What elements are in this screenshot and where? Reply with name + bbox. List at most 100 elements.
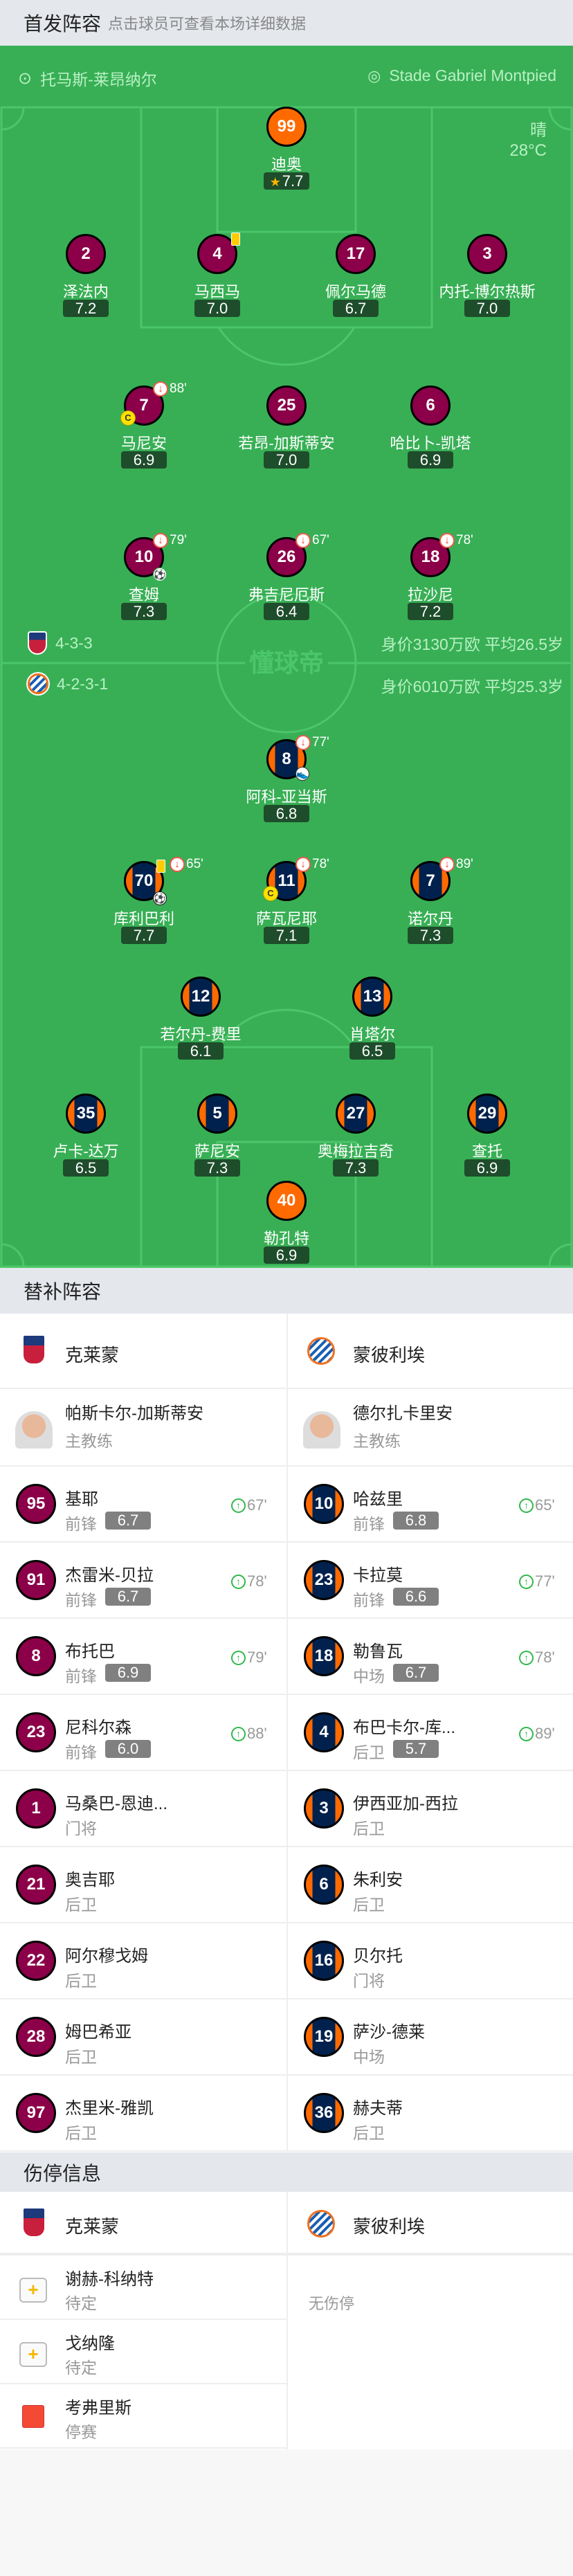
player-name: 萨瓦尼耶 [255, 910, 317, 927]
sub-player-row[interactable]: 91 杰雷米-贝拉 前锋 6.7 ↑ 78' [0, 1543, 286, 1619]
player-name: 考弗里斯 [65, 2399, 131, 2418]
player-home-7[interactable]: 7 ↓ 88' C 马尼安 6.9 [75, 381, 213, 469]
player-name: 布巴卡尔-库... [353, 1718, 455, 1737]
player-home-99[interactable]: 99 迪奥 ★7.7 [217, 107, 356, 190]
coach-avatar [15, 1411, 53, 1449]
sub-in-minute: 89' [535, 1725, 555, 1742]
player-away-40[interactable]: 40 勒孔特 6.9 [217, 1181, 356, 1264]
player-home-3[interactable]: 3 内托-博尔热斯 7.0 [418, 234, 556, 317]
shirt-number: 7 [410, 861, 451, 901]
player-away-27[interactable]: 27 奥梅拉吉奇 7.3 [286, 1094, 425, 1177]
player-away-11[interactable]: 11 ↓ 78' C 萨瓦尼耶 7.1 [217, 857, 356, 944]
sub-player-row[interactable]: 18 勒鲁瓦 中场 6.7 ↑ 78' [286, 1619, 573, 1695]
sub-player-row[interactable]: 21 奥吉耶 后卫 [0, 1847, 286, 1923]
sub-player-row[interactable]: 6 朱利安 后卫 [286, 1847, 573, 1923]
referee-name: 托马斯-莱昂纳尔 [40, 71, 157, 89]
player-home-2[interactable]: 2 泽法内 7.2 [17, 234, 155, 317]
player-rating: 7.3 [333, 1159, 379, 1177]
assist-boot-icon: 👟 [295, 767, 309, 781]
player-name: 若尔丹-费里 [160, 1026, 242, 1043]
yellow-card-icon [231, 233, 240, 246]
sub-player-row[interactable]: 23 尼科尔森 前锋 6.0 ↑ 88' [0, 1695, 286, 1771]
away-value: 身价6010万欧 平均25.3岁 [381, 678, 563, 696]
sub-player-row[interactable]: 3 伊西亚加-西拉 后卫 [286, 1771, 573, 1847]
rating-value: 6.4 [275, 603, 298, 620]
home-formation: 4-3-3 [28, 631, 93, 655]
player-away-29[interactable]: 29 查托 6.9 [418, 1094, 556, 1177]
player-position: 后卫 [65, 2048, 97, 2066]
away-coach-row[interactable]: 德尔扎卡里安 主教练 [286, 1389, 573, 1467]
sub-in: ↑ 65' [519, 1496, 555, 1514]
player-name: 内托-博尔热斯 [439, 283, 536, 300]
shirt-number: 99 [266, 107, 307, 147]
player-rating: 6.9 [408, 451, 453, 469]
player-rating: 6.9 [464, 1159, 510, 1177]
player-away-5[interactable]: 5 萨尼安 7.3 [148, 1094, 286, 1177]
player-home-10[interactable]: 10 ↓ 79' ⚽ 查姆 7.3 [75, 533, 213, 620]
player-home-18[interactable]: 18 ↓ 78' 拉沙尼 7.2 [361, 533, 500, 620]
sub-player-row[interactable]: 95 基耶 前锋 6.7 ↑ 67' [0, 1467, 286, 1543]
sub-player-row[interactable]: 36 赫夫蒂 后卫 [286, 2076, 573, 2152]
player-away-8[interactable]: 8 ↓ 77' 👟 阿科-亚当斯 6.8 [217, 735, 356, 822]
sub-player-row[interactable]: 1 马桑巴-恩迪... 门将 [0, 1771, 286, 1847]
sub-out-minute: 77' [312, 735, 329, 750]
injury-row[interactable]: + 戈纳隆 待定 [0, 2320, 286, 2384]
shirt-number: 4 [304, 1712, 344, 1752]
player-position: 门将 [65, 1820, 97, 1838]
player-away-70[interactable]: 70 ↓ 65' ⚽ 库利巴利 7.7 [75, 857, 213, 944]
sub-player-row[interactable]: 4 布巴卡尔-库... 后卫 5.7 ↑ 89' [286, 1695, 573, 1771]
clermont-logo [22, 2207, 46, 2238]
home-coach-row[interactable]: 帕斯卡尔-加斯蒂安 主教练 [0, 1389, 286, 1467]
sub-player-row[interactable]: 28 姆巴希亚 后卫 [0, 1999, 286, 2076]
sub-player-row[interactable]: 23 卡拉莫 前锋 6.6 ↑ 77' [286, 1543, 573, 1619]
player-home-17[interactable]: 17 佩尔马德 6.7 [286, 234, 425, 317]
sub-in-minute: 88' [247, 1725, 267, 1742]
shirt-number: 12 [181, 977, 221, 1017]
home-team-row: 克莱蒙 [0, 1314, 286, 1389]
player-name: 佩尔马德 [325, 283, 386, 300]
injury-row[interactable]: + 谢赫-科纳特 待定 [0, 2256, 286, 2320]
player-away-13[interactable]: 13 肖塔尔 6.5 [303, 977, 442, 1060]
player-position: 后卫 [353, 1820, 385, 1838]
coach-role: 主教练 [65, 1432, 113, 1450]
rating-value: 7.7 [282, 172, 304, 190]
player-rating: 6.9 [264, 1246, 309, 1264]
player-home-4[interactable]: 4 马西马 7.0 [148, 233, 286, 317]
sub-out-icon: ↓ [295, 533, 311, 548]
stadium-name: Stade Gabriel Montpied [389, 66, 556, 84]
sub-player-row[interactable]: 22 阿尔穆戈姆 后卫 [0, 1923, 286, 1999]
player-home-25[interactable]: 25 若昂-加斯蒂安 7.0 [217, 386, 356, 469]
player-name: 查姆 [128, 586, 159, 604]
shirt-number: 4 [197, 234, 237, 274]
rating-value: 7.3 [133, 603, 155, 620]
sub-player-row[interactable]: 19 萨沙-德莱 中场 [286, 1999, 573, 2076]
shirt-number: 10 [304, 1484, 344, 1524]
sub-player-row[interactable]: 16 贝尔托 门将 [286, 1923, 573, 1999]
home-team-name: 克莱蒙 [65, 1345, 120, 1366]
player-away-35[interactable]: 35 卢卡-达万 6.5 [17, 1094, 155, 1177]
injury-row[interactable]: 考弗里斯 停赛 [0, 2384, 286, 2449]
sub-in-arrow-icon: ↑ [519, 1498, 534, 1513]
injury-status: 待定 [65, 2294, 97, 2312]
sub-player-row[interactable]: 8 布托巴 前锋 6.9 ↑ 79' [0, 1619, 286, 1695]
player-name: 卢卡-达万 [53, 1143, 119, 1160]
sub-player-row[interactable]: 97 杰里米-雅凯 后卫 [0, 2076, 286, 2152]
player-name: 马尼安 [120, 435, 167, 452]
sub-in-arrow-icon: ↑ [231, 1574, 246, 1589]
player-away-7[interactable]: 7 ↓ 89' 诺尔丹 7.3 [361, 857, 500, 944]
sub-in-arrow-icon: ↑ [231, 1650, 246, 1665]
sub-in-arrow-icon: ↑ [519, 1726, 534, 1741]
player-home-26[interactable]: 26 ↓ 67' 弗吉尼厄斯 6.4 [217, 533, 356, 620]
player-rating: 6.4 [264, 603, 309, 620]
captain-icon: C [120, 410, 136, 426]
sub-in: ↑ 79' [231, 1649, 267, 1667]
rating-value: 7.0 [275, 451, 298, 469]
sub-player-row[interactable]: 10 哈兹里 前锋 6.8 ↑ 65' [286, 1467, 573, 1543]
player-name: 马西马 [194, 283, 240, 300]
player-rating: 7.2 [63, 300, 109, 317]
rating-value: 6.9 [476, 1159, 498, 1177]
player-home-6[interactable]: 6 哈比卜-凯塔 6.9 [361, 386, 500, 469]
coach-name: 德尔扎卡里安 [353, 1404, 453, 1423]
player-name: 勒鲁瓦 [353, 1642, 403, 1661]
player-away-12[interactable]: 12 若尔丹-费里 6.1 [131, 977, 270, 1060]
